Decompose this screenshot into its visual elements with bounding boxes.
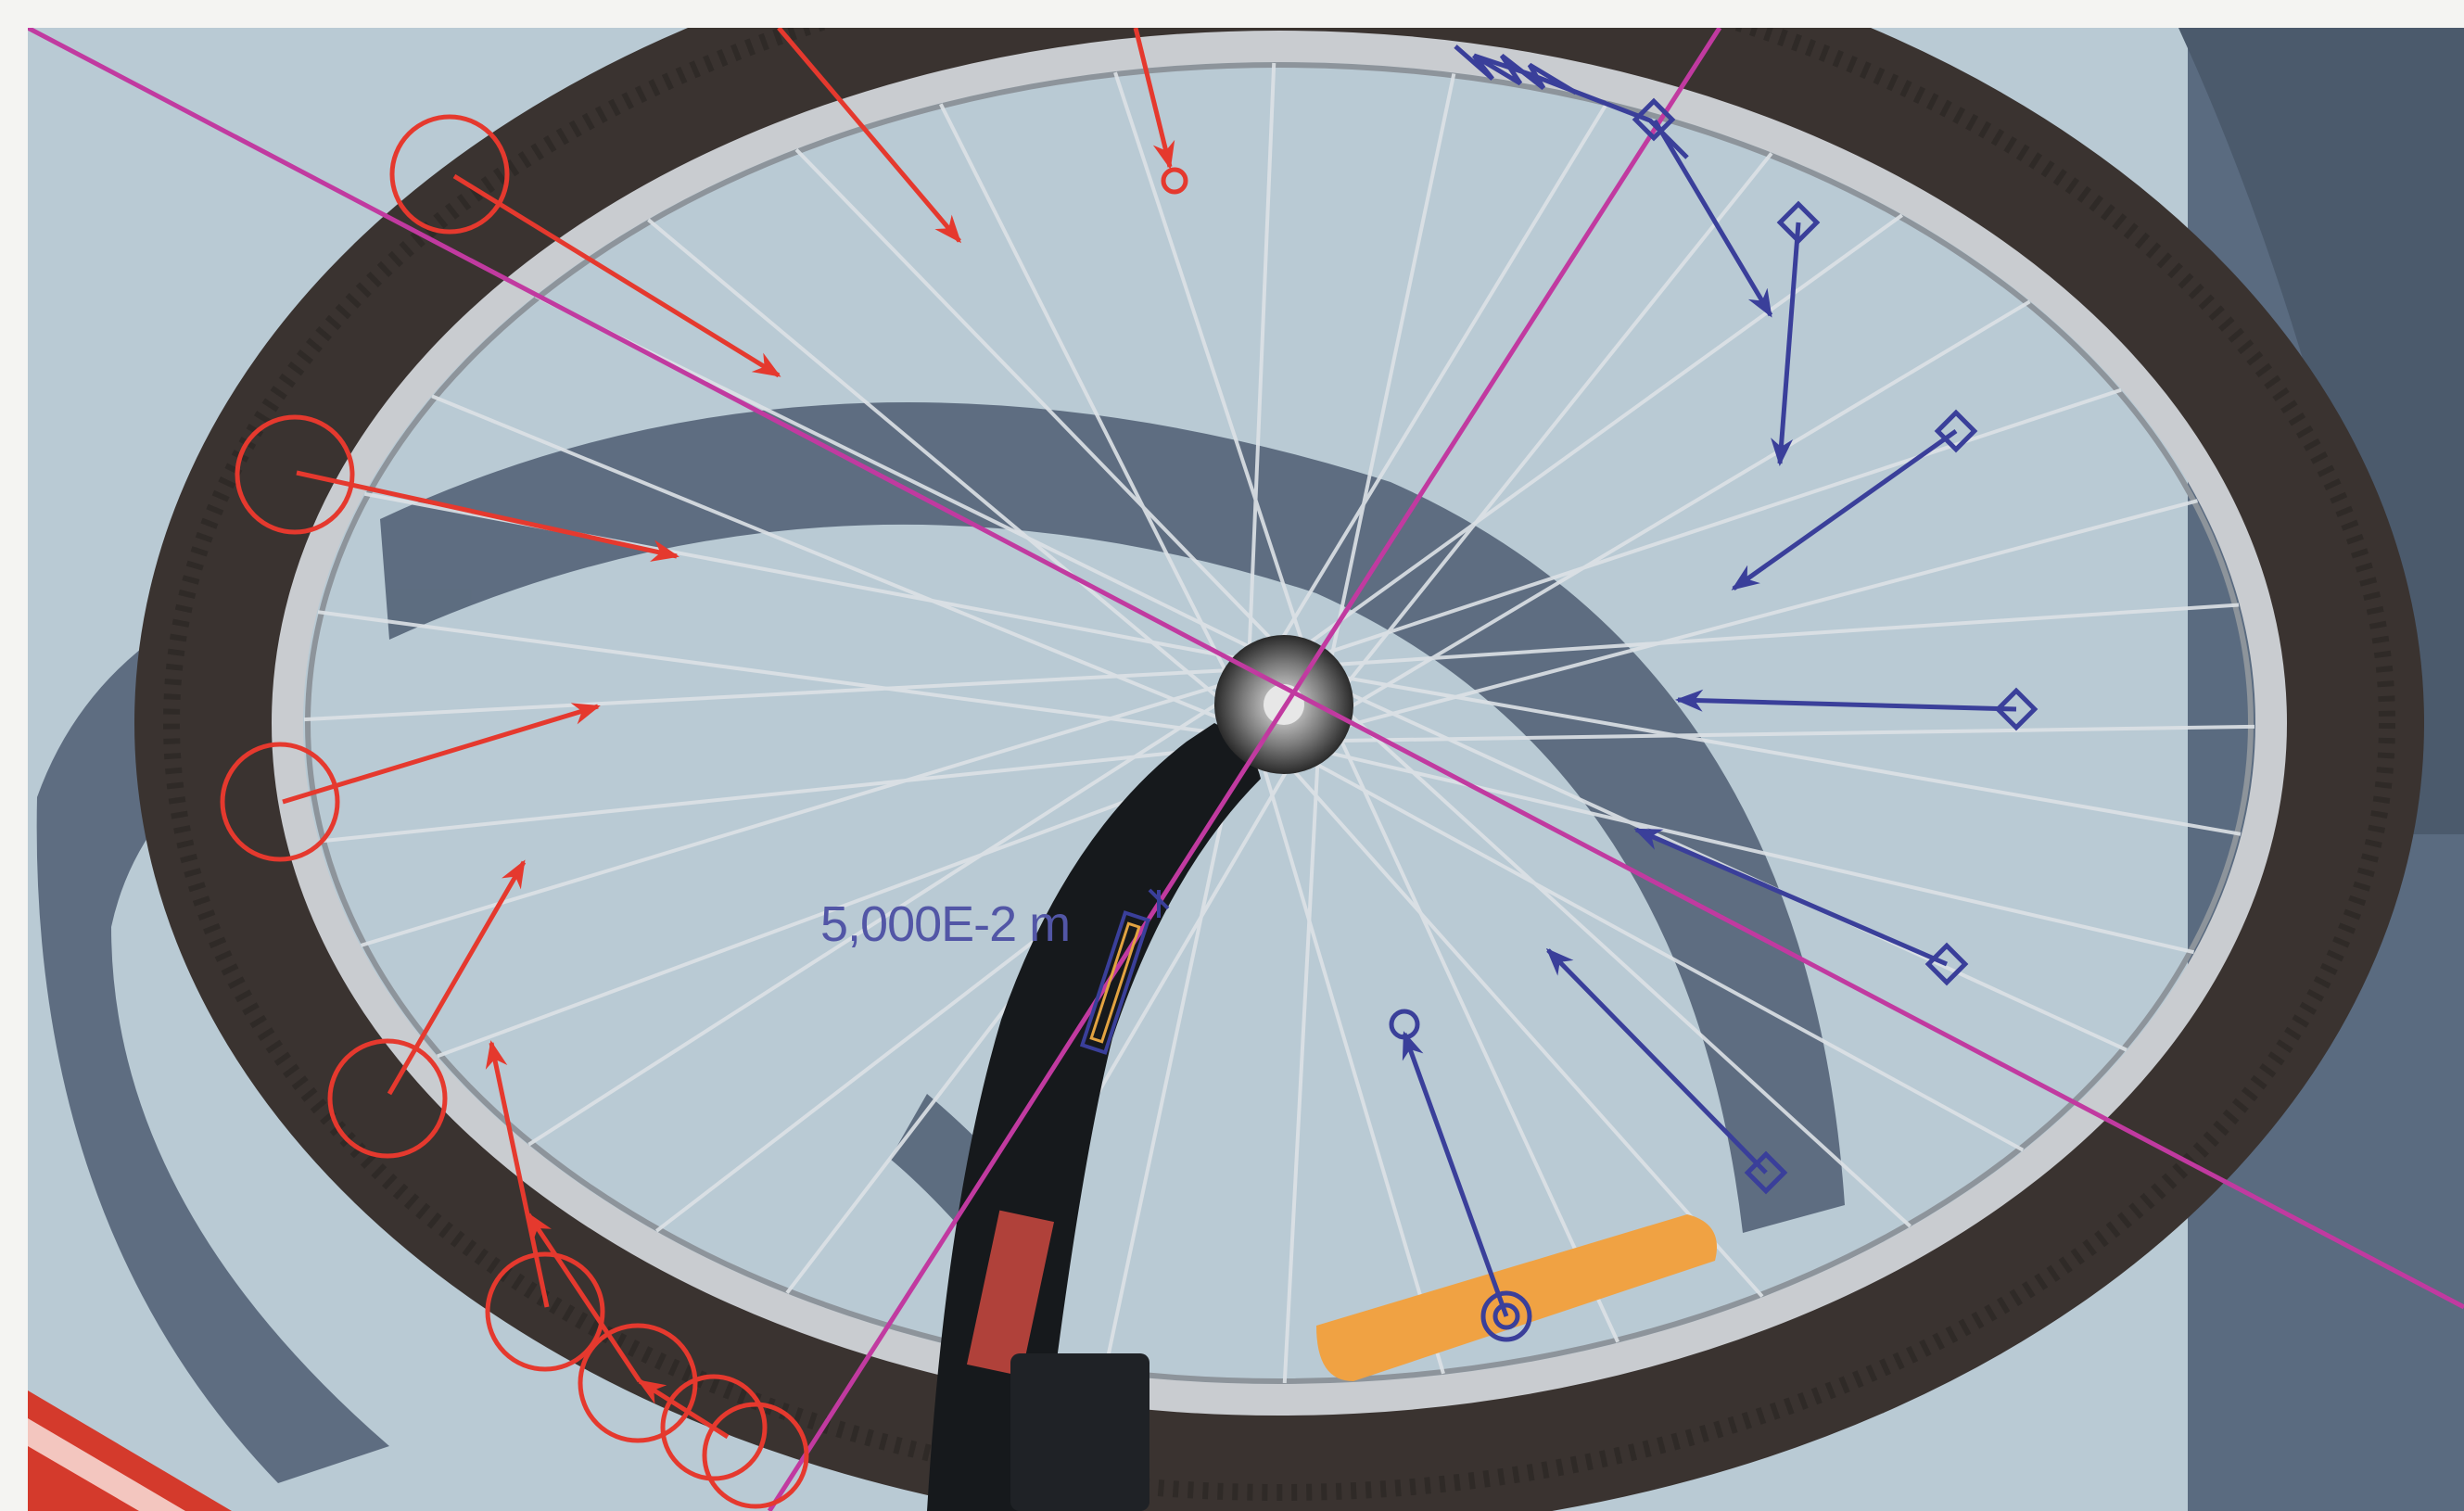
spoke <box>1282 701 1323 1384</box>
circle-marker-icon <box>327 1038 448 1159</box>
spoke <box>1245 62 1276 708</box>
spoke <box>939 103 1252 721</box>
spokes <box>303 62 2255 1384</box>
frame-tube <box>28 1390 232 1511</box>
spoke <box>1273 738 2195 955</box>
circle-marker-icon <box>1480 1290 1532 1342</box>
spoke <box>1287 666 2242 836</box>
measurement-label: 5,000E-2 m <box>820 896 1070 952</box>
circle-marker-icon <box>578 1323 698 1443</box>
scribble-marks <box>1454 44 1578 95</box>
circle-marker-icon <box>235 414 355 535</box>
circle-marker-icon <box>1161 167 1188 195</box>
photo-border-left <box>0 0 28 1511</box>
diamond-marker-icon <box>1744 1150 1788 1195</box>
circle-marker-icon <box>389 114 510 235</box>
rim <box>272 31 2287 1416</box>
spoke <box>1246 712 1445 1375</box>
diamond-marker-icon <box>1994 687 2039 731</box>
calibration-bar <box>1079 888 1170 1055</box>
diamond-marker-icon <box>1934 409 1978 453</box>
circle-marker-icon <box>1389 1009 1420 1040</box>
spoke <box>1315 688 1620 1343</box>
photo-border-top <box>0 0 2464 28</box>
spoke <box>1298 499 2199 741</box>
spoke <box>1308 299 2031 733</box>
spoke <box>317 610 1281 743</box>
circle-marker-icon <box>1492 1302 1520 1330</box>
fork-bracket <box>1010 1353 1149 1511</box>
spoke <box>1113 71 1322 697</box>
circle-marker-icon <box>702 1402 809 1509</box>
fork-sticker <box>966 1210 1055 1377</box>
rim-inner-edge <box>305 62 2254 1384</box>
red-circle-markers <box>220 114 1188 1509</box>
spoke <box>794 148 1316 686</box>
circle-marker-icon <box>485 1251 605 1372</box>
circle-marker-icon <box>660 1374 768 1481</box>
diamond-marker-icon <box>1924 942 1969 986</box>
tire-tread <box>163 0 2395 1501</box>
spoke <box>1262 387 2122 676</box>
spoke <box>1309 677 1912 1228</box>
blue-diamond-markers <box>1389 44 2039 1342</box>
spoke <box>360 668 1270 947</box>
guide-line-axis <box>767 26 1722 1511</box>
diamond-marker-icon <box>1632 97 1676 142</box>
spoke <box>319 738 1294 844</box>
spoke <box>647 218 1259 732</box>
spoke <box>1318 73 1456 709</box>
diamond-marker-icon <box>1776 200 1821 245</box>
tire <box>134 0 2424 1511</box>
spoke <box>1246 100 1610 696</box>
spoke <box>1286 724 2255 743</box>
frame-tube-highlight <box>28 1418 185 1511</box>
spoke <box>534 294 1307 677</box>
spoke <box>1261 732 2025 1152</box>
circle-marker-icon <box>220 742 340 862</box>
spoke <box>1315 152 1773 722</box>
guide-line-diagonal <box>26 25 2464 1310</box>
blue-vectors <box>1402 53 2017 1317</box>
spoke <box>1251 723 1764 1298</box>
spoke <box>431 394 1269 740</box>
